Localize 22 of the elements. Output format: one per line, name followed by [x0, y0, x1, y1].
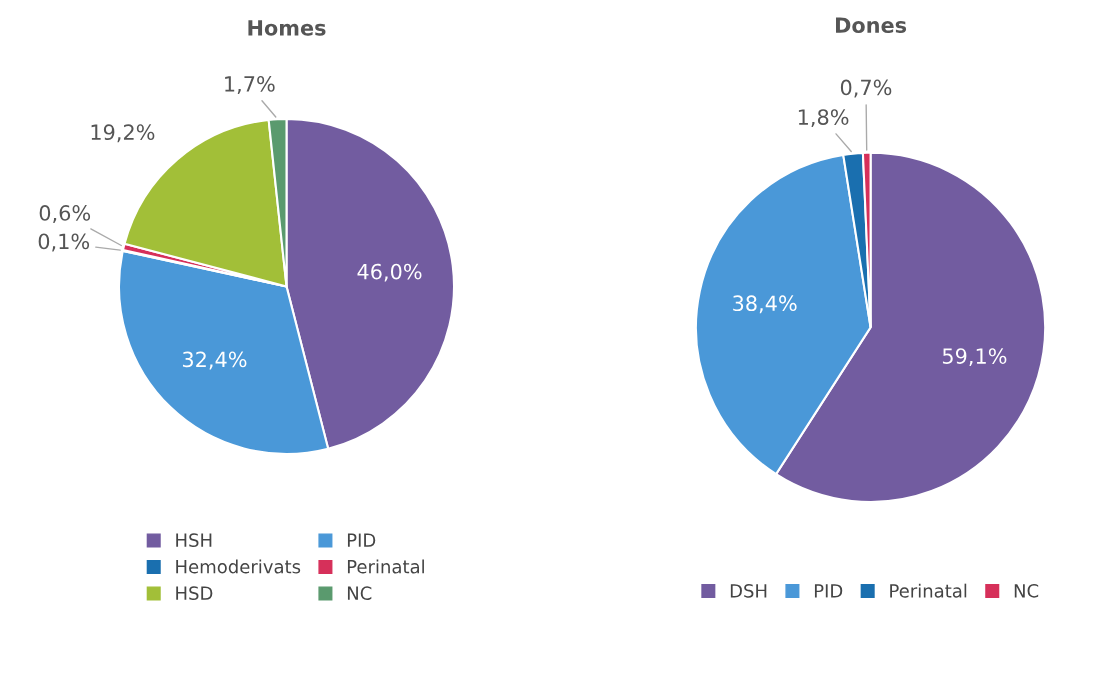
data-label: 0,1%	[38, 233, 90, 252]
data-label: 59,1%	[942, 348, 1007, 367]
data-label: 1,8%	[798, 109, 849, 128]
chart-title: Homes	[248, 20, 326, 36]
data-label: 38,4%	[733, 295, 797, 314]
legend-label: PID	[814, 584, 843, 598]
legend-label: Perinatal	[347, 559, 424, 574]
data-label: 0,6%	[39, 205, 91, 223]
data-label: 19,2%	[91, 124, 155, 143]
legend-label: HSH	[176, 533, 212, 547]
data-label: 0,7%	[840, 79, 892, 98]
legend-label: DSH	[730, 583, 767, 598]
chart-title: Dones	[836, 17, 907, 34]
legend-label: HSD	[176, 586, 213, 600]
legend-label: PID	[347, 533, 376, 547]
legend-label: NC	[1014, 583, 1039, 598]
data-label: 46,0%	[357, 263, 422, 282]
data-label: 32,4%	[182, 351, 247, 370]
data-label: 1,7%	[225, 76, 275, 94]
legend-label: NC	[347, 586, 372, 600]
legend-label: Hemoderivats	[176, 559, 301, 574]
legend-label: Perinatal	[890, 583, 967, 598]
